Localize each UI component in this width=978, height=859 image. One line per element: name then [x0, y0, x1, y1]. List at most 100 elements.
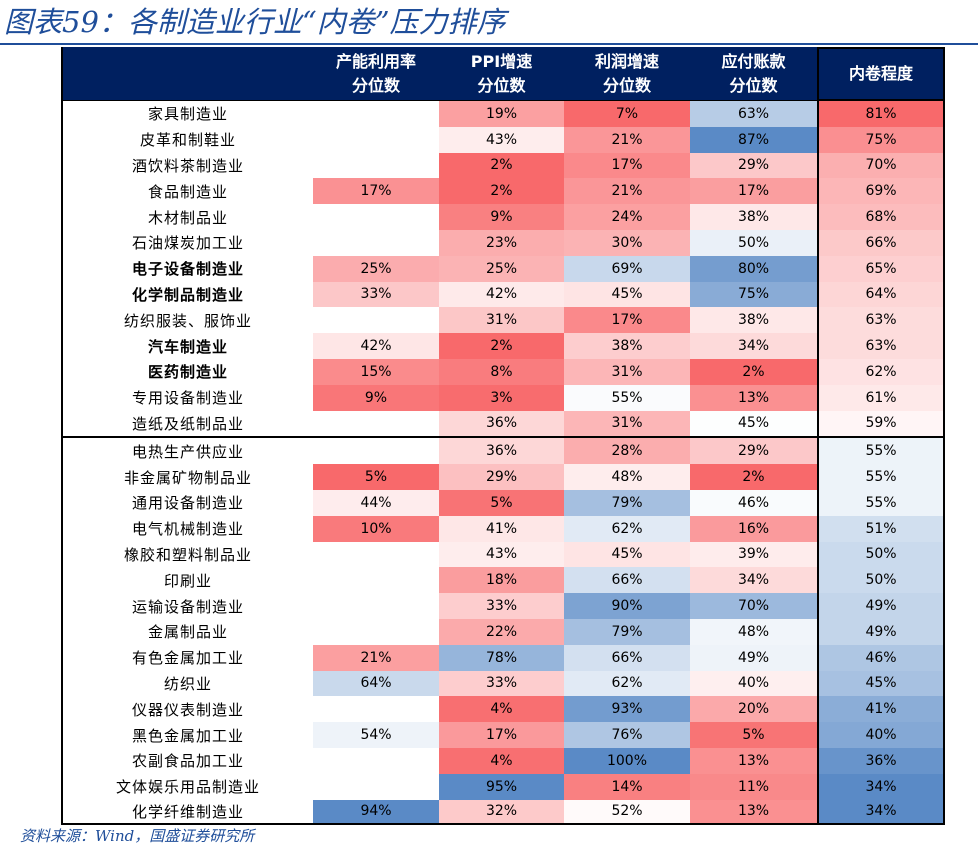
- payable-cell: 48%: [690, 618, 817, 645]
- payable-cell: 70%: [690, 593, 817, 619]
- industry-name-cell: 非金属矿物制品业: [61, 464, 313, 490]
- profit-cell: 31%: [564, 358, 690, 385]
- payable-cell: 2%: [690, 358, 817, 385]
- industry-name-cell: 黑色金属加工业: [61, 722, 313, 748]
- profit-cell: 69%: [564, 255, 690, 282]
- ppi-cell: 25%: [439, 255, 564, 282]
- profit-cell: 48%: [564, 464, 690, 490]
- ppi-cell: 2%: [439, 178, 564, 205]
- industry-name-cell: 汽车制造业: [61, 333, 313, 359]
- ppi-cell: 36%: [439, 438, 564, 465]
- profit-cell: 21%: [564, 126, 690, 153]
- header-profit: 利润增速 分位数: [564, 47, 690, 101]
- industry-name-cell: 纺织业: [61, 670, 313, 697]
- header-capacity-line2: 分位数: [351, 75, 400, 95]
- capacity-cell: 17%: [313, 178, 439, 205]
- score-cell: 63%: [817, 307, 945, 334]
- ppi-cell: 23%: [439, 229, 564, 256]
- profit-cell: 52%: [564, 799, 690, 826]
- payable-cell: 5%: [690, 722, 817, 748]
- profit-cell: 28%: [564, 438, 690, 465]
- capacity-cell: [313, 542, 439, 568]
- capacity-cell: 33%: [313, 281, 439, 308]
- profit-cell: 45%: [564, 541, 690, 568]
- score-cell: 64%: [817, 281, 945, 308]
- ppi-cell: 18%: [439, 567, 564, 594]
- score-cell: 34%: [817, 799, 945, 826]
- header-payable-line1: 应付账款: [721, 51, 786, 71]
- profit-cell: 93%: [564, 696, 690, 723]
- score-cell: 45%: [817, 670, 945, 697]
- industry-name-cell: 农副食品加工业: [61, 747, 313, 774]
- industry-name-cell: 印刷业: [61, 567, 313, 594]
- industry-name-cell: 有色金属加工业: [61, 644, 313, 671]
- payable-cell: 11%: [690, 773, 817, 800]
- table-row: 黑色金属加工业 54% 17% 76% 5% 40%: [61, 722, 945, 748]
- payable-cell: 87%: [690, 126, 817, 153]
- industry-name-cell: 运输设备制造业: [61, 593, 313, 619]
- ppi-cell: 33%: [439, 670, 564, 697]
- payable-cell: 13%: [690, 799, 817, 826]
- score-cell: 70%: [817, 152, 945, 179]
- table-row: 运输设备制造业 33% 90% 70% 49%: [61, 593, 945, 619]
- page-title: 图表59：各制造业行业“内卷”压力排序: [4, 5, 506, 39]
- payable-cell: 20%: [690, 696, 817, 723]
- ppi-cell: 4%: [439, 747, 564, 774]
- payable-cell: 40%: [690, 670, 817, 697]
- ppi-cell: 4%: [439, 696, 564, 723]
- header-payable-line2: 分位数: [729, 75, 778, 95]
- capacity-cell: [313, 204, 439, 230]
- payable-cell: 45%: [690, 410, 817, 437]
- industry-name-cell: 医药制造业: [61, 358, 313, 385]
- payable-cell: 75%: [690, 281, 817, 308]
- capacity-cell: 44%: [313, 489, 439, 516]
- industry-name-cell: 文体娱乐用品制造业: [61, 773, 313, 800]
- score-cell: 36%: [817, 747, 945, 774]
- industry-name-cell: 皮革和制鞋业: [61, 126, 313, 153]
- table-row: 电热生产供应业 36% 28% 29% 55%: [61, 436, 945, 465]
- industry-name-cell: 电热生产供应业: [61, 438, 313, 465]
- table-row: 非金属矿物制品业 5% 29% 48% 2% 55%: [61, 464, 945, 490]
- profit-cell: 62%: [564, 670, 690, 697]
- score-cell: 63%: [817, 333, 945, 359]
- table-body: 家具制造业 19% 7% 63% 81% 皮革和制鞋业 43% 21% 87% 75% 酒饮料茶制造…: [61, 101, 945, 826]
- industry-name-cell: 金属制品业: [61, 618, 313, 645]
- score-cell: 51%: [817, 515, 945, 542]
- capacity-cell: [313, 101, 439, 127]
- industry-name-cell: 电子设备制造业: [61, 255, 313, 282]
- capacity-cell: 54%: [313, 722, 439, 748]
- payable-cell: 2%: [690, 464, 817, 490]
- title-rule: [0, 43, 978, 45]
- payable-cell: 16%: [690, 515, 817, 542]
- header-score-line1: 内卷程度: [848, 64, 913, 83]
- header-score: 内卷程度: [817, 47, 945, 101]
- ppi-cell: 31%: [439, 307, 564, 334]
- table-row: 有色金属加工业 21% 78% 66% 49% 46%: [61, 644, 945, 671]
- payable-cell: 50%: [690, 229, 817, 256]
- payable-cell: 34%: [690, 333, 817, 359]
- ppi-cell: 2%: [439, 333, 564, 359]
- score-cell: 66%: [817, 229, 945, 256]
- table-row: 木材制品业 9% 24% 38% 68%: [61, 204, 945, 230]
- profit-cell: 30%: [564, 229, 690, 256]
- header-ppi: PPI增速 分位数: [439, 47, 564, 101]
- payable-cell: 39%: [690, 541, 817, 568]
- header-profit-line1: 利润增速: [594, 51, 659, 71]
- capacity-cell: [313, 567, 439, 593]
- capacity-cell: [313, 438, 439, 464]
- table-row: 印刷业 18% 66% 34% 50%: [61, 567, 945, 594]
- score-cell: 55%: [817, 489, 945, 516]
- table-row: 酒饮料茶制造业 2% 17% 29% 70%: [61, 152, 945, 179]
- capacity-cell: 64%: [313, 670, 439, 697]
- payable-cell: 13%: [690, 747, 817, 774]
- profit-cell: 100%: [564, 747, 690, 774]
- ppi-cell: 42%: [439, 281, 564, 308]
- table-row: 医药制造业 15% 8% 31% 2% 62%: [61, 358, 945, 385]
- industry-name-cell: 通用设备制造业: [61, 489, 313, 516]
- profit-cell: 62%: [564, 515, 690, 542]
- score-cell: 81%: [817, 101, 945, 127]
- score-cell: 65%: [817, 255, 945, 282]
- profit-cell: 7%: [564, 101, 690, 127]
- profit-cell: 38%: [564, 333, 690, 359]
- ppi-cell: 2%: [439, 152, 564, 179]
